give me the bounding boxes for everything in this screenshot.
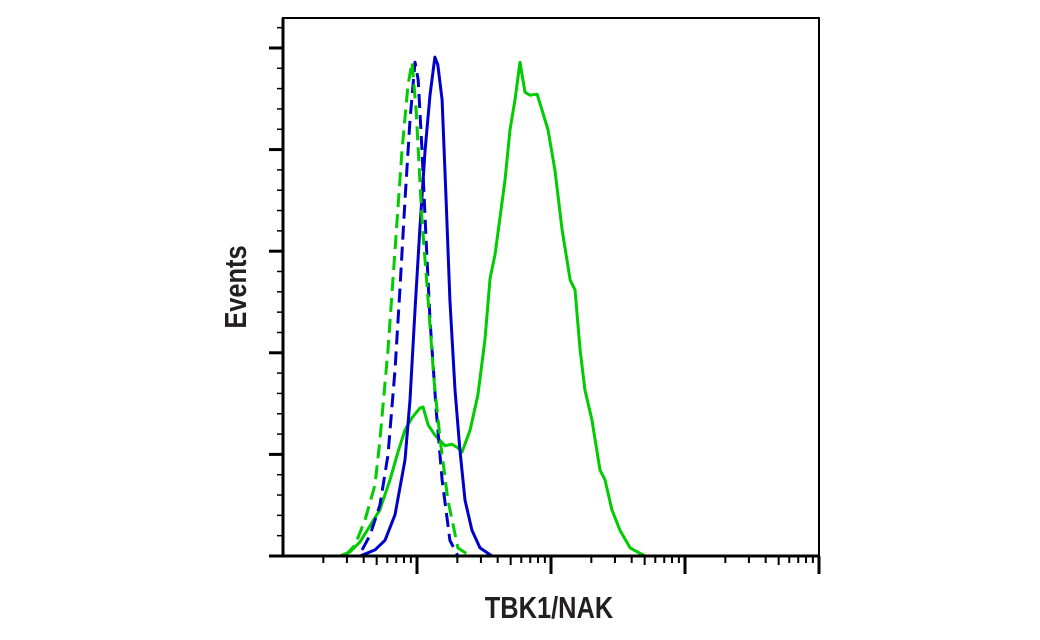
series-line-1: [359, 55, 493, 558]
y-axis-label: Events: [219, 245, 254, 328]
curves: [290, 55, 819, 558]
series-line-3: [343, 60, 471, 558]
x-axis-label: TBK1/NAK: [485, 591, 614, 626]
series-line-0: [290, 60, 819, 558]
axes: [269, 17, 821, 574]
plot-frame: [282, 17, 820, 557]
